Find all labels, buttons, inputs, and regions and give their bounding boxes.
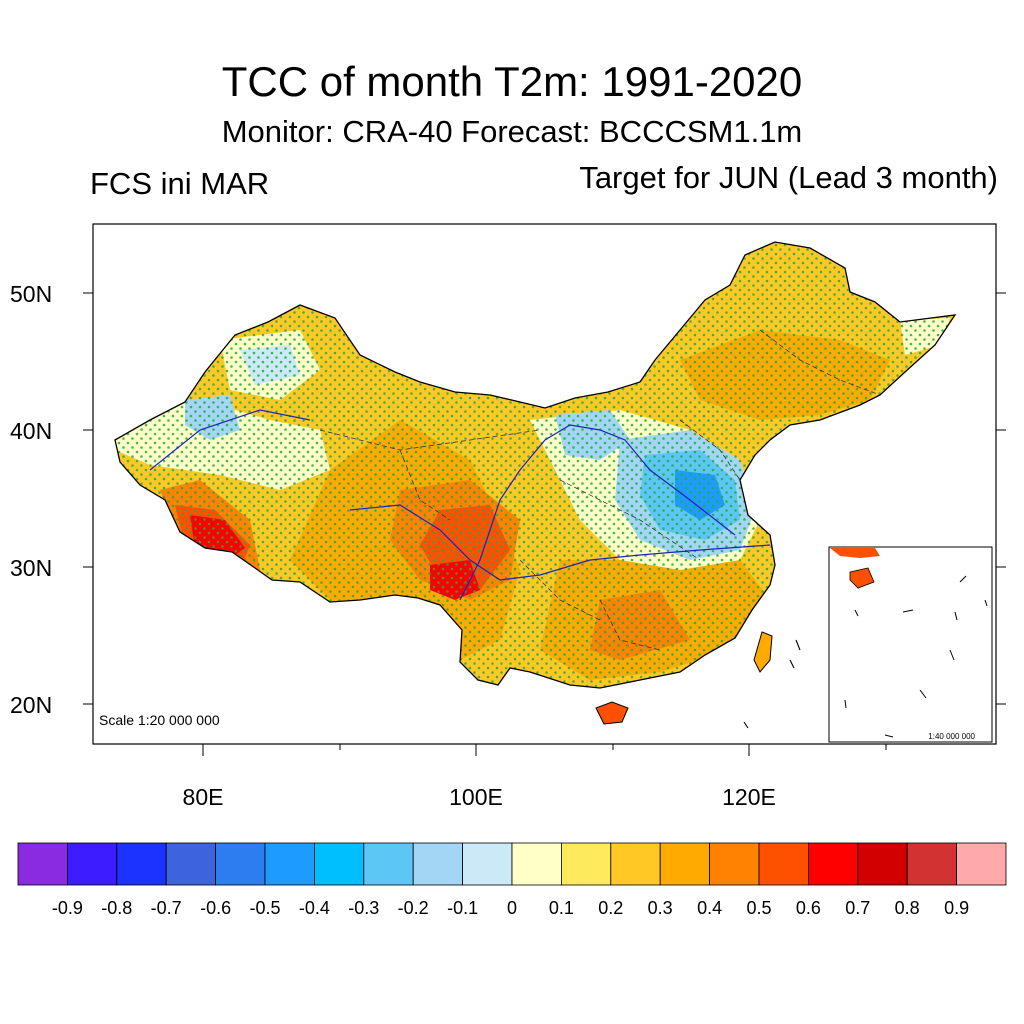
- colorbar-swatch: [561, 842, 612, 886]
- colorbar-label: -0.2: [398, 898, 429, 918]
- colorbar-label: 0.3: [648, 898, 673, 918]
- forecast-init-label: FCS ini MAR: [90, 166, 270, 201]
- nine-dash-fragments: [743, 639, 801, 729]
- lat-label-30: 30N: [10, 555, 52, 581]
- colorbar-swatch: [116, 842, 167, 886]
- colorbar-swatch: [808, 842, 859, 886]
- colorbar-swatch: [659, 842, 711, 886]
- colorbar-label: 0.4: [697, 898, 722, 918]
- scale-inset: 1:40 000 000: [928, 732, 975, 741]
- scale-main: Scale 1:20 000 000: [99, 712, 220, 728]
- colorbar-swatch: [462, 842, 513, 886]
- colorbar-swatch: [610, 842, 661, 886]
- colorbar-swatch: [264, 842, 315, 886]
- colorbar-swatch: [313, 842, 365, 886]
- colorbar-label: -0.3: [348, 898, 379, 918]
- tarim-river: [149, 409, 311, 471]
- colorbar-swatch: [758, 842, 809, 886]
- colorbar-swatch: [511, 842, 562, 886]
- lat-label-20: 20N: [10, 692, 52, 718]
- target-label: Target for JUN (Lead 3 month): [579, 160, 998, 195]
- axis-ticks: [83, 292, 1006, 756]
- south-china-sea-inset: [828, 546, 993, 743]
- colorbar-label: 0.6: [796, 898, 821, 918]
- colorbar-label: -0.9: [52, 898, 83, 918]
- colorbar-swatch: [17, 842, 68, 886]
- colorbar-swatch: [215, 842, 266, 886]
- colorbar-swatch: [709, 842, 760, 886]
- colorbar-label: -0.8: [101, 898, 132, 918]
- lat-label-50: 50N: [10, 281, 52, 307]
- lon-label-100: 100E: [449, 784, 503, 810]
- colorbar-swatch: [363, 842, 414, 886]
- yangtze-river: [349, 504, 771, 581]
- colorbar-label: 0: [507, 898, 517, 918]
- chart-title: TCC of month T2m: 1991-2020: [221, 58, 803, 105]
- colorbar-swatch: [857, 842, 908, 886]
- colorbar-label: 0.1: [549, 898, 574, 918]
- taiwan-island: [753, 631, 773, 673]
- colorbar-label: -0.6: [200, 898, 231, 918]
- colorbar-swatch: [412, 842, 464, 886]
- lon-label-120: 120E: [722, 784, 776, 810]
- hainan-island: [595, 701, 629, 725]
- colorbar-label: 0.7: [845, 898, 870, 918]
- colorbar-swatch: [67, 842, 118, 886]
- colorbar-swatch: [165, 842, 216, 886]
- colorbar-label: 0.8: [895, 898, 920, 918]
- colorbar-label: -0.4: [299, 898, 330, 918]
- rivers: [149, 409, 771, 601]
- yellow-river: [459, 424, 736, 601]
- chart-subtitle: Monitor: CRA-40 Forecast: BCCCSM1.1m: [221, 114, 803, 149]
- colorbar-label: -0.7: [151, 898, 182, 918]
- colorbar-label: -0.5: [249, 898, 280, 918]
- province-boundaries: [319, 329, 881, 651]
- colorbar-label: 0.2: [598, 898, 623, 918]
- colorbar-label: 0.9: [944, 898, 969, 918]
- lon-label-80: 80E: [183, 784, 224, 810]
- colorbar-swatch: [906, 842, 958, 886]
- lat-label-40: 40N: [10, 418, 52, 444]
- colorbar-label: 0.5: [746, 898, 771, 918]
- colorbar-label: -0.1: [447, 898, 478, 918]
- colorbar-swatch: [956, 842, 1007, 886]
- colorbar: -0.9 -0.8 -0.7 -0.6 -0.5 -0.4 -0.3 -0.2 -0.1 0 0.1…: [17, 842, 1007, 918]
